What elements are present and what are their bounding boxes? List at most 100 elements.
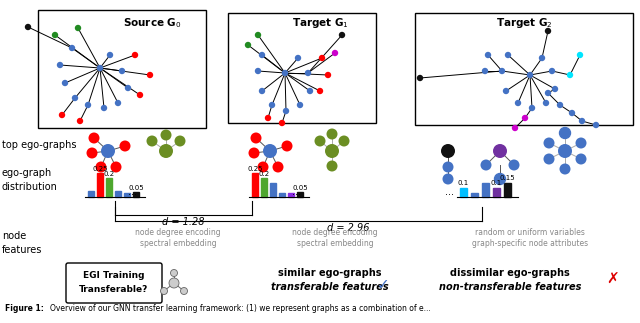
Circle shape: [441, 144, 455, 158]
Circle shape: [86, 148, 97, 159]
Bar: [460, 187, 467, 197]
Circle shape: [170, 269, 177, 276]
Circle shape: [88, 132, 99, 143]
Circle shape: [485, 52, 492, 58]
Circle shape: [159, 144, 173, 158]
Circle shape: [326, 161, 337, 172]
Circle shape: [529, 105, 535, 111]
Text: 0.05: 0.05: [128, 185, 144, 191]
Circle shape: [509, 160, 520, 171]
Circle shape: [283, 108, 289, 114]
Circle shape: [161, 130, 172, 141]
Circle shape: [282, 141, 292, 151]
Circle shape: [558, 144, 572, 158]
Text: Source G$_0$: Source G$_0$: [123, 16, 181, 30]
Circle shape: [522, 115, 528, 121]
Text: similar ego-graphs: similar ego-graphs: [278, 268, 381, 278]
Circle shape: [273, 162, 284, 172]
Text: 0.1: 0.1: [491, 180, 502, 186]
Circle shape: [545, 28, 551, 34]
Circle shape: [593, 122, 599, 128]
Text: Target G$_1$: Target G$_1$: [292, 16, 348, 30]
Circle shape: [503, 88, 509, 94]
FancyBboxPatch shape: [66, 263, 162, 303]
Circle shape: [120, 141, 131, 151]
Circle shape: [314, 136, 326, 147]
Text: 0.15: 0.15: [500, 175, 515, 181]
Circle shape: [25, 24, 31, 30]
Bar: [106, 178, 112, 197]
Bar: [297, 192, 303, 197]
Circle shape: [499, 68, 505, 74]
Text: 0.2: 0.2: [259, 171, 269, 176]
Bar: [124, 193, 130, 197]
Circle shape: [263, 144, 277, 158]
Circle shape: [515, 100, 521, 106]
Circle shape: [317, 88, 323, 94]
Circle shape: [75, 25, 81, 31]
Text: non-transferable features: non-transferable features: [439, 282, 581, 292]
Circle shape: [493, 144, 507, 158]
Text: Figure 1:: Figure 1:: [5, 304, 44, 313]
Circle shape: [548, 68, 556, 74]
Circle shape: [132, 52, 138, 58]
Text: Transferable?: Transferable?: [79, 285, 148, 294]
Bar: [133, 192, 139, 197]
Text: node degree encoding
spectral embedding: node degree encoding spectral embedding: [292, 228, 378, 248]
Circle shape: [125, 85, 131, 91]
Text: ego-graph
distribution: ego-graph distribution: [2, 168, 58, 192]
Circle shape: [575, 153, 586, 164]
Circle shape: [84, 102, 92, 108]
Bar: [88, 191, 94, 197]
Text: 0.2: 0.2: [104, 171, 115, 176]
Circle shape: [107, 52, 113, 58]
Text: top ego-graphs: top ego-graphs: [2, 140, 77, 150]
Text: EGI Training: EGI Training: [83, 272, 145, 280]
Text: ✗: ✗: [607, 272, 620, 287]
Circle shape: [319, 55, 325, 61]
Circle shape: [512, 125, 518, 131]
Circle shape: [575, 138, 586, 149]
Circle shape: [250, 132, 262, 143]
Circle shape: [95, 162, 106, 172]
Circle shape: [180, 287, 188, 295]
Circle shape: [325, 72, 332, 78]
Text: ...: ...: [292, 187, 301, 197]
Circle shape: [417, 75, 423, 81]
Bar: [252, 173, 258, 197]
Circle shape: [57, 62, 63, 68]
Text: node degree encoding
spectral embedding: node degree encoding spectral embedding: [135, 228, 221, 248]
Circle shape: [265, 115, 271, 121]
Circle shape: [325, 144, 339, 158]
Circle shape: [147, 72, 153, 78]
Circle shape: [69, 45, 76, 51]
Text: Overview of our GNN transfer learning framework: (1) we represent graphs as a co: Overview of our GNN transfer learning fr…: [50, 304, 431, 313]
Circle shape: [545, 90, 551, 96]
Circle shape: [577, 52, 583, 58]
Circle shape: [326, 129, 337, 140]
Circle shape: [307, 88, 313, 94]
Circle shape: [539, 55, 545, 61]
Bar: [482, 183, 489, 197]
Circle shape: [77, 118, 83, 124]
Bar: [270, 183, 276, 197]
Bar: [288, 193, 294, 197]
Bar: [97, 173, 103, 197]
Text: d = 2.96: d = 2.96: [327, 223, 370, 233]
Text: ✓: ✓: [376, 277, 389, 293]
Text: ...: ...: [128, 187, 137, 197]
Circle shape: [495, 173, 506, 184]
Circle shape: [147, 136, 157, 147]
Bar: [261, 178, 267, 197]
Circle shape: [245, 42, 251, 48]
Bar: [279, 193, 285, 197]
Circle shape: [111, 162, 122, 172]
Circle shape: [62, 80, 68, 86]
Circle shape: [339, 136, 349, 147]
Circle shape: [505, 52, 511, 58]
Bar: [38, 10, 206, 128]
Circle shape: [557, 102, 563, 108]
Text: dissimilar ego-graphs: dissimilar ego-graphs: [450, 268, 570, 278]
Text: random or uniform variables
graph-specific node attributes: random or uniform variables graph-specif…: [472, 228, 588, 248]
Text: 0.05: 0.05: [292, 185, 308, 191]
